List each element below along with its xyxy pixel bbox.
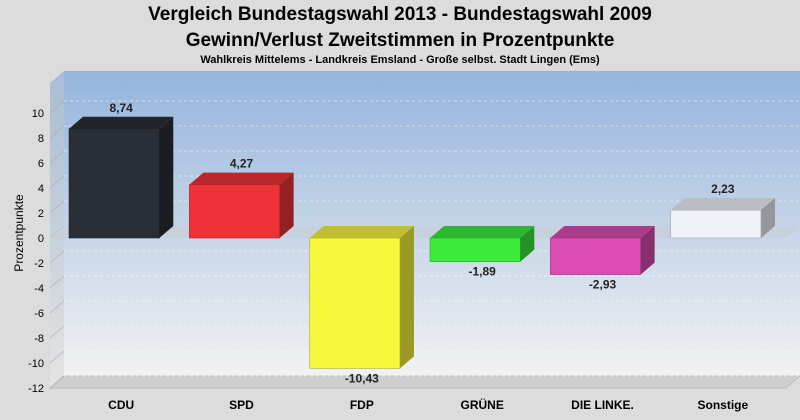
y-tick-label: 6 [38,158,44,170]
x-tick-label: CDU [108,398,134,412]
bar-front-face [309,237,401,369]
grid-line-side [49,350,65,364]
plot-back-wall [64,71,800,376]
bar-value-label: -1,89 [468,265,496,279]
y-tick-label: -12 [28,383,44,395]
y-tick-label: 2 [38,208,44,220]
bar-front-face [189,184,280,239]
grid-line-side [49,125,65,139]
bar-value-label: 8,74 [109,101,133,115]
y-tick-label: 8 [38,133,44,145]
bar-cdu [68,116,174,239]
bar-gr-ne [429,226,535,262]
bar-top-face [309,226,414,238]
grid-line-side [49,100,65,114]
bar-top-face [69,116,174,129]
y-tick-label: -10 [28,358,44,370]
plot-floor [48,375,800,389]
bar-side-face [760,198,775,238]
bar-side-face [520,226,535,262]
bar-side-face [640,226,655,275]
x-tick-label: SPD [229,398,254,412]
bar-front-face [670,209,762,239]
y-tick-label: -8 [34,333,44,345]
grid-line-side [49,300,65,314]
bar-front-face [429,237,521,262]
x-tick-label: GRÜNE [460,397,503,412]
chart-title-line1: Vergleich Bundestagswahl 2013 - Bundesta… [148,4,652,25]
bar-top-face [189,172,294,185]
x-tick-label: Sonstige [697,398,748,412]
y-axis-label: Prozentpunkte [12,194,26,272]
y-tick-label: -4 [34,283,44,295]
bar-die-linke [550,226,655,275]
chart-title-line2: Gewinn/Verlust Zweitstimmen in Prozentpu… [185,30,615,51]
bar-value-label: 4,27 [230,157,254,171]
bar-sonstige [670,198,775,239]
bar-top-face [670,198,775,211]
grid-line-side [49,150,65,164]
chart-subtitle: Wahlkreis Mittelems - Landkreis Emsland … [200,54,600,66]
y-tick-label: 4 [38,183,44,195]
chart-titles: Vergleich Bundestagswahl 2013 - Bundesta… [0,0,800,67]
plot-side-wall [50,71,64,388]
y-tick-label: 10 [32,108,44,120]
x-tick-label: DIE LINKE. [571,398,634,412]
bar-value-label: 2,23 [711,182,735,196]
grid-line-side [49,200,65,214]
bar-top-face [430,226,535,238]
bar-front-face [68,128,160,239]
bar-front-face [550,237,641,275]
y-tick-label: 0 [38,233,44,245]
x-tick-label: FDP [350,398,374,412]
bar-spd [189,172,294,239]
y-tick-label: -2 [34,258,44,270]
grid-line-side [49,325,65,339]
bar-fdp [309,226,414,369]
grid-line-side [49,250,65,264]
bar-side-face [279,172,294,238]
bar-value-label: -2,93 [589,278,617,292]
grid-line-side [49,175,65,189]
bar-side-face [159,116,174,238]
grid-line-side [49,375,65,389]
grid-line-side [49,275,65,289]
bar-value-label: -10,43 [345,371,379,385]
bar-side-face [399,226,414,369]
bar-top-face [550,226,655,238]
y-tick-label: -6 [34,308,44,320]
